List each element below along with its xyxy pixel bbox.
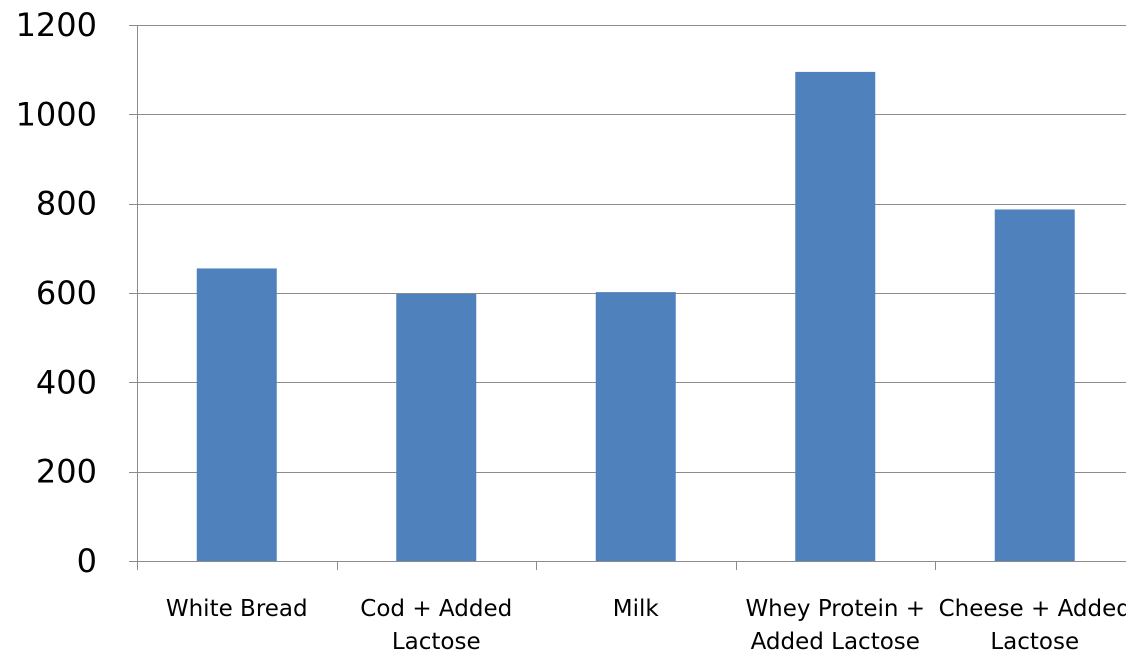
x-tick-label-1-line-0: Cod + Added [360,596,512,622]
axes [129,25,1126,570]
x-tick-label-2: Milk [613,596,660,622]
x-tick-label-2-line-0: Milk [613,596,660,622]
bar-2 [595,292,676,561]
x-tick-label-4: Cheese + Added Lactose [939,596,1126,655]
y-tick-label-400: 400 [36,363,97,401]
y-tick-label-200: 200 [36,453,97,491]
bar-1 [396,293,477,561]
y-tick-label-800: 800 [36,185,97,223]
x-tick-label-0: White Bread [166,596,308,622]
y-tick-labels: 0 200 400 600 800 1000 1200 [16,6,97,580]
y-tick-label-1000: 1000 [16,95,97,133]
x-tick-label-3-line-1: Added Lactose [751,629,920,655]
x-tick-label-0-line-0: White Bread [166,596,308,622]
x-tick-labels: White Bread Cod + Added Lactose Milk Whey Pr… [166,596,1126,655]
y-tick-label-1200: 1200 [16,6,97,44]
y-tick-label-0: 0 [77,542,97,580]
x-tick-label-3-line-0: Whey Protein + [745,596,925,622]
x-tick-label-1: Cod + Added Lactose [360,596,512,655]
x-tick-label-1-line-1: Lactose [392,629,481,655]
bar-3 [795,71,876,562]
bars [196,71,1075,562]
bar-4 [994,209,1075,561]
x-tick-label-4-line-0: Cheese + Added [939,596,1126,622]
x-tick-label-4-line-1: Lactose [990,629,1079,655]
x-tick-label-3: Whey Protein + Added Lactose [745,596,925,655]
bar-0 [196,268,277,561]
y-tick-label-600: 600 [36,274,97,312]
